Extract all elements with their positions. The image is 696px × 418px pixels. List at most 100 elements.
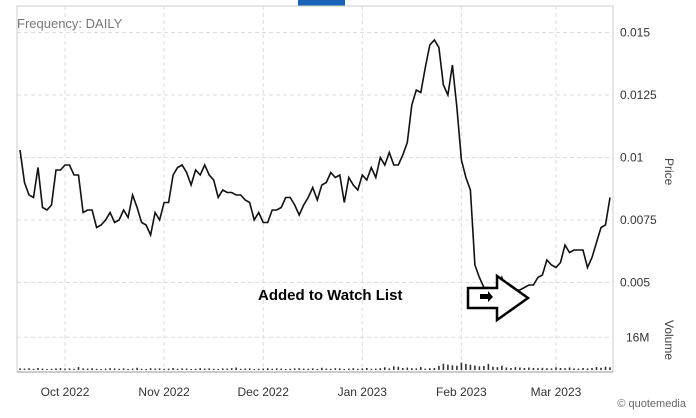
volume-bar [145,369,147,370]
volume-bar [212,368,215,370]
x-tick-label: Feb 2023 [436,385,487,399]
volume-bar [568,367,571,370]
volume-bar [50,368,53,370]
x-tick-label: Nov 2022 [138,385,190,399]
volume-bar [244,368,246,370]
volume-bar [113,368,116,370]
watchlist-annotation: Added to Watch List [258,287,403,304]
volume-bar [23,368,26,370]
volume-bar [91,368,93,370]
volume-bar [221,368,224,370]
volume-bar [311,368,314,370]
volume-axis-title: Volume [662,320,676,361]
volume-bar [510,368,512,370]
volume-bar [41,368,44,370]
volume-bar [289,368,291,370]
arrow-icon [466,273,531,323]
volume-bar [406,367,409,370]
volume-bar [420,367,422,370]
volume-bar [32,368,35,370]
volume-bar [483,365,485,370]
volume-bar [514,367,517,370]
volume-bar [185,368,188,370]
volume-bar [460,362,463,370]
volume-bar [600,367,602,371]
volume-bar [68,368,71,370]
volume-bar [55,368,57,370]
volume-bar [528,367,530,370]
volume-bar [456,365,458,370]
volume-bar [163,368,165,370]
volume-bar [73,368,75,370]
volume-bar [519,367,521,370]
volume-bar [167,368,170,370]
volume-bar [604,366,607,370]
volume-bar [235,367,237,370]
volume-bar [46,369,48,370]
volume-bar [181,368,183,370]
volume-bar [262,368,264,370]
volume-bar [451,365,454,370]
volume-bar [95,368,98,370]
volume-bar [239,368,242,370]
volume-bar [447,364,449,370]
volume-bar [266,368,269,370]
volume-bar [280,368,282,370]
price-tick-label: 0.005 [620,276,650,290]
volume-bar [429,368,431,370]
volume-bar [127,369,129,370]
volume-bar [411,368,413,370]
volume-bar [496,367,499,370]
volume-bar [131,368,134,370]
volume-bar [582,368,584,370]
volume-bar [140,368,143,370]
volume-bar [136,367,138,371]
plot-frame [16,5,614,373]
volume-bar [379,368,382,370]
volume-bar [19,368,21,370]
volume-bar [492,366,494,370]
price-tick-label: 0.01 [620,151,644,165]
volume-bar [28,368,30,370]
volume-bar [208,368,210,370]
volume-bar [541,367,544,371]
volume-bar [321,367,323,371]
volume-bar [438,365,440,370]
volume-bar [122,368,125,370]
volume-bar [366,368,368,370]
volume-bar [352,368,355,370]
volume-bar [194,368,197,370]
volume-bar [339,368,341,370]
volume-bar [469,364,472,370]
x-tick-label: Oct 2022 [41,385,90,399]
volume-bar [474,365,476,370]
volume-bar [307,368,309,370]
volume-bar [397,366,400,370]
volume-bar [284,369,287,370]
volume-bar [176,368,179,370]
volume-bar [343,369,346,370]
volume-bar [37,368,39,370]
x-tick-label: Mar 2023 [531,385,582,399]
volume-bar [59,368,62,370]
volume-bar [230,368,233,370]
volume-bar [316,369,319,370]
volume-bar [573,368,575,370]
volume-bar [402,368,404,370]
volume-bar [293,368,296,370]
volume-bar [248,368,251,370]
volume-bar [199,368,201,370]
x-tick-label: Dec 2022 [238,385,290,399]
volume-bar [100,369,102,370]
volume-bar [109,368,111,370]
volume-tick-label: 16M [626,330,649,344]
volume-bar [330,368,332,370]
top-tab-indicator [298,0,345,6]
volume-bar [586,368,589,370]
volume-bar [348,368,350,370]
quotemedia-credit: © quotemedia [617,398,686,410]
volume-bar [555,367,557,370]
volume-bar [591,368,593,370]
price-tick-label: 0.0125 [620,88,657,102]
